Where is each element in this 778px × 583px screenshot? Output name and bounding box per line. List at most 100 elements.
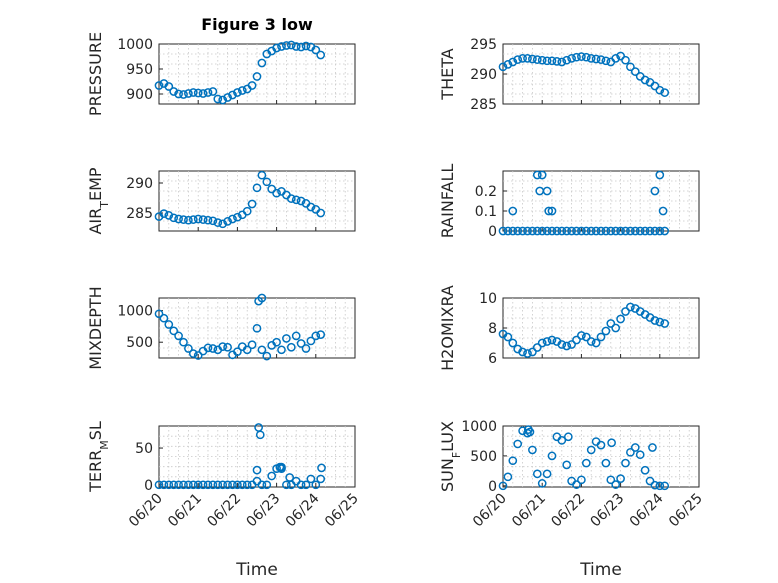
- subplot-air_temp: 285 290 AIRTEMP: [86, 167, 356, 235]
- data-point: [233, 480, 242, 490]
- y-tick-label: 6: [488, 351, 497, 367]
- data-point: [660, 226, 670, 236]
- data-point: [586, 226, 596, 236]
- data-point: [601, 56, 611, 66]
- data-point: [233, 88, 242, 97]
- data-point: [262, 351, 272, 361]
- data-point: [311, 45, 321, 55]
- x-tick-label: 06/25: [322, 491, 362, 531]
- data-point: [218, 95, 228, 105]
- data-point: [611, 480, 621, 489]
- subplot-terr_msl: 0 50 TERRMSL: [86, 421, 356, 494]
- data-point: [203, 215, 213, 225]
- data-point: [547, 56, 557, 66]
- data-point: [508, 206, 518, 216]
- y-tick-label: 0.1: [475, 204, 497, 220]
- data-point: [532, 343, 542, 352]
- data-point: [635, 450, 645, 460]
- data-point: [311, 331, 321, 341]
- data-point: [542, 469, 552, 479]
- y-axis-label: PRESSURE: [86, 32, 105, 116]
- data-point: [306, 336, 316, 346]
- data-point: [184, 480, 193, 490]
- data-point: [296, 480, 306, 490]
- data-point: [257, 480, 267, 490]
- x-tick-label: 06/23: [588, 491, 628, 531]
- data-point: [237, 480, 247, 490]
- data-point: [626, 302, 635, 312]
- data-point: [523, 349, 532, 358]
- data-point: [648, 443, 657, 452]
- y-axis-label: RAINFALL: [438, 164, 457, 239]
- x-axis-right: 06/20 06/21 06/22 06/23 06/24 06/25 Time: [470, 490, 706, 580]
- data-point: [562, 460, 572, 470]
- data-point: [577, 475, 586, 485]
- data-point: [518, 226, 527, 236]
- y-tick-label: 290: [470, 67, 497, 83]
- data-point: [626, 62, 635, 72]
- data-point: [237, 86, 247, 95]
- data-point: [607, 438, 616, 448]
- data-point: [621, 458, 630, 468]
- data-point: [242, 206, 252, 216]
- data-point: [223, 480, 232, 490]
- data-point: [591, 338, 601, 348]
- data-point: [223, 217, 232, 226]
- y-axis-label-subscript: M: [98, 440, 111, 450]
- data-point: [547, 335, 557, 345]
- y-tick-label: 285: [126, 206, 153, 222]
- data-point: [174, 89, 183, 99]
- data-point: [257, 293, 267, 303]
- data-point: [228, 480, 237, 490]
- data-point: [626, 447, 635, 457]
- x-tick-label: 06/22: [204, 491, 244, 531]
- y-axis-label-rest: LUX: [438, 421, 457, 452]
- data-point: [247, 199, 257, 209]
- y-tick-label: 950: [126, 62, 153, 78]
- data-point: [267, 184, 277, 194]
- data-point: [208, 344, 218, 353]
- data-point: [537, 170, 547, 180]
- data-point: [169, 87, 179, 96]
- y-axis-label-subscript: T: [98, 201, 111, 209]
- x-tick-label: 06/21: [509, 491, 549, 531]
- data-point: [542, 56, 552, 66]
- data-point: [252, 183, 262, 193]
- data-point: [174, 331, 183, 341]
- data-point: [572, 226, 581, 236]
- data-point: [655, 226, 665, 236]
- data-point: [528, 226, 537, 236]
- y-tick-label: 0: [488, 479, 497, 495]
- data-point: [532, 226, 542, 236]
- data-point: [291, 331, 301, 341]
- data-point: [552, 57, 562, 66]
- data-point: [242, 345, 252, 355]
- data-point: [218, 342, 228, 351]
- y-axis-label-main: SUN: [438, 458, 457, 492]
- data-point: [179, 480, 188, 490]
- data-point: [228, 214, 237, 224]
- data-point: [537, 226, 547, 236]
- y-axis-label-rest: EMP: [86, 167, 105, 201]
- data-point: [262, 177, 272, 187]
- data-point: [193, 214, 203, 224]
- data-point: [532, 170, 542, 180]
- data-point: [528, 445, 537, 455]
- series-points: [154, 170, 326, 229]
- y-tick-label: 1000: [117, 304, 153, 320]
- data-point: [317, 463, 326, 473]
- data-point: [301, 344, 311, 353]
- data-point: [316, 474, 326, 484]
- data-point: [272, 337, 281, 347]
- data-point: [154, 480, 164, 490]
- data-point: [233, 347, 242, 357]
- data-point: [179, 90, 188, 99]
- subplot-h2omixra: 6 8 10 H2OMIXRA: [438, 285, 700, 371]
- y-tick-label: 500: [126, 335, 153, 351]
- data-point: [203, 343, 213, 353]
- y-axis-label-main: AIR: [86, 208, 105, 235]
- subplot-theta: 285 290 295 THETA: [438, 37, 700, 113]
- data-point: [498, 226, 508, 236]
- data-point: [528, 54, 537, 64]
